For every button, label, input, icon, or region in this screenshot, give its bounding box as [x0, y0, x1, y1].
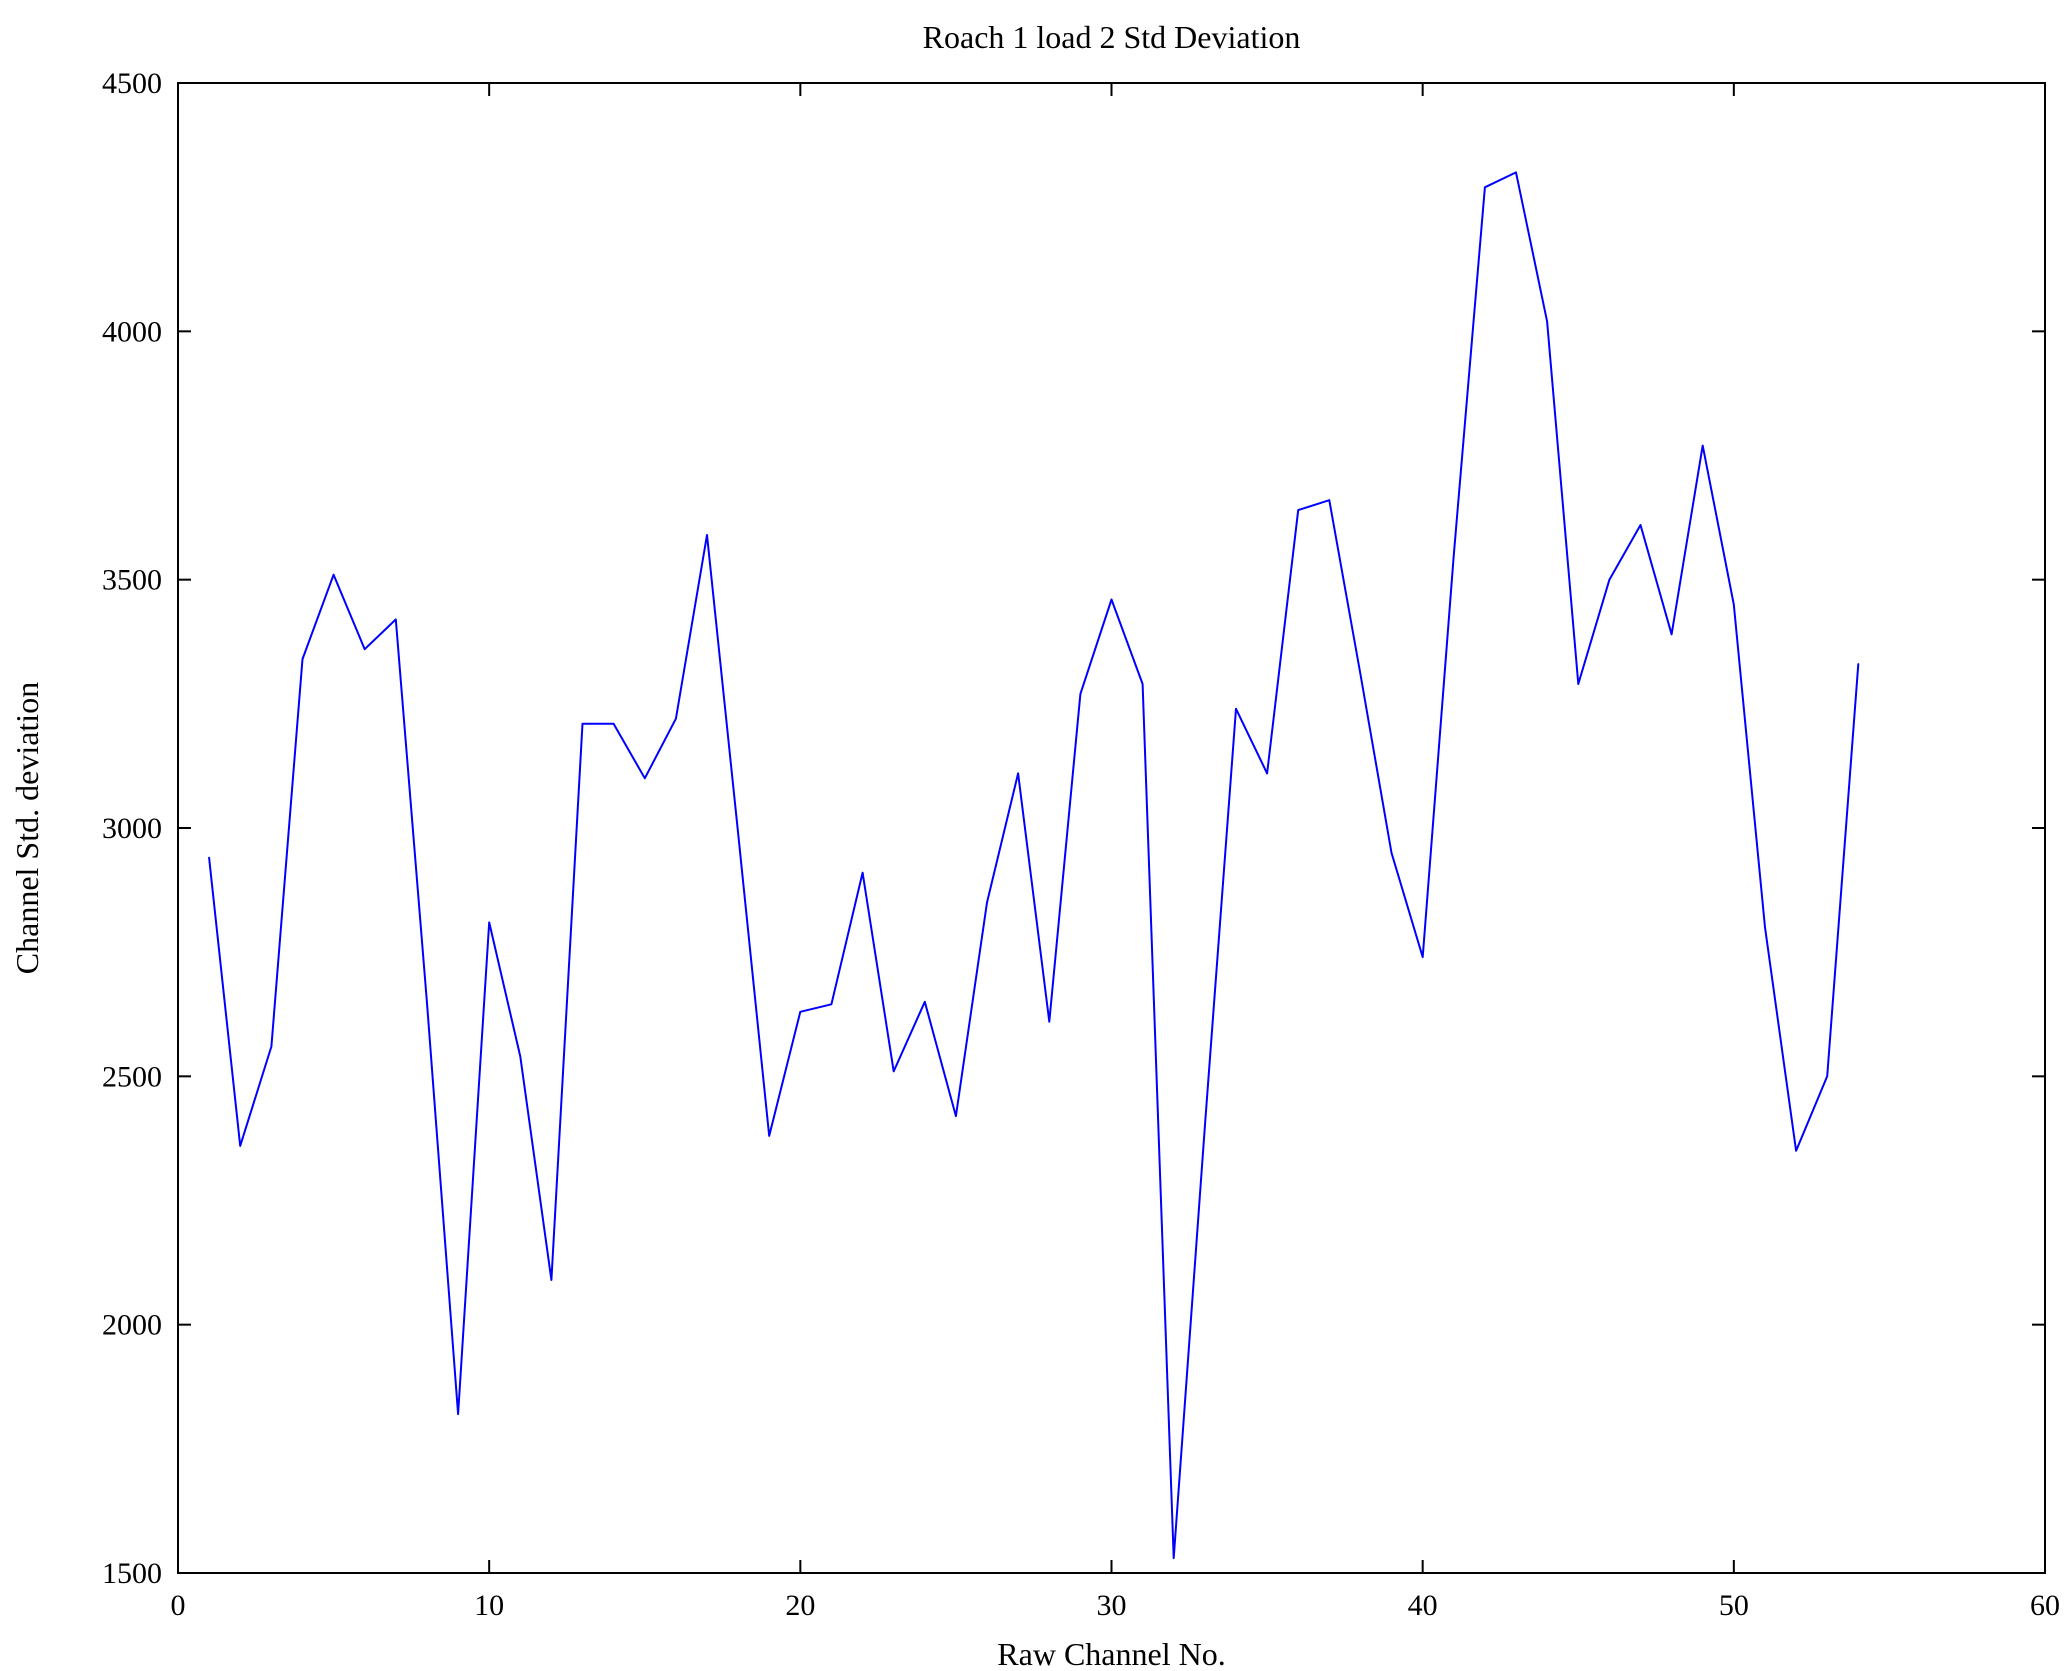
x-tick-label: 0: [171, 1589, 186, 1622]
y-tick-label: 1500: [102, 1557, 162, 1590]
tick-labels: 0 10 20 30 40 50 60 1500 2000 2500 3000 3500 4000 450…: [102, 67, 2060, 1622]
x-tick-label: 40: [1408, 1589, 1438, 1622]
y-tick-label: 2000: [102, 1309, 162, 1342]
y-tick-label: 4500: [102, 67, 162, 100]
x-tick-label: 30: [1097, 1589, 1127, 1622]
y-tick-label: 4000: [102, 315, 162, 348]
chart-title: Roach 1 load 2 Std Deviation: [923, 19, 1301, 55]
x-tick-label: 10: [474, 1589, 504, 1622]
axes-box: [177, 82, 2046, 1574]
data-series-line: [208, 171, 1860, 1560]
y-tick-label: 3000: [102, 812, 162, 845]
y-tick-label: 3500: [102, 564, 162, 597]
y-tick-label: 2500: [102, 1060, 162, 1093]
x-tick-label: 50: [1719, 1589, 1749, 1622]
x-axis-label: Raw Channel No.: [997, 1636, 1225, 1671]
x-tick-label: 20: [785, 1589, 815, 1622]
y-axis-label: Channel Std. deviation: [9, 682, 45, 974]
x-tick-label: 60: [2030, 1589, 2060, 1622]
axis-ticks: [177, 82, 2046, 1574]
